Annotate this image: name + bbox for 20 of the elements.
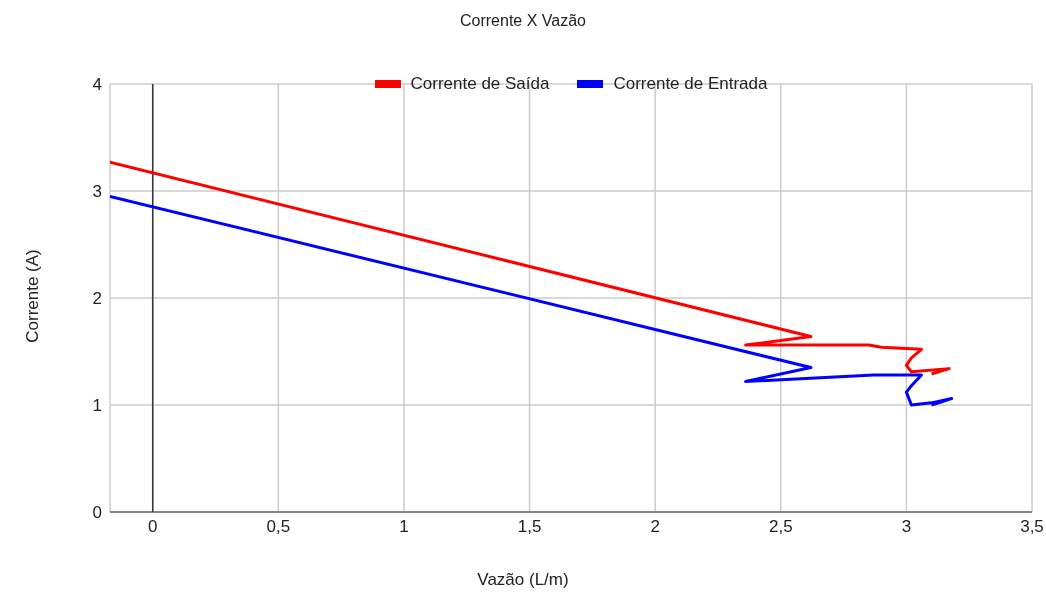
x-tick-label: 0,5 (266, 517, 291, 537)
x-tick-label: 2,5 (768, 517, 793, 537)
x-tick-label: 1 (399, 517, 409, 537)
legend-label: Corrente de Saída (410, 74, 550, 94)
y-tick-label: 3 (92, 182, 102, 202)
line-series (110, 194, 954, 407)
x-tick-label: 2 (650, 517, 660, 537)
y-tick-label: 1 (92, 396, 102, 416)
x-tick-label: 0 (147, 517, 158, 537)
y-tick-label: 2 (92, 289, 102, 309)
x-tick-label: 3,5 (1020, 517, 1044, 537)
y-tick-label: 4 (92, 75, 102, 95)
y-axis-title: Corrente (A) (23, 249, 43, 343)
y-tick-label: 0 (92, 503, 102, 523)
line-series (110, 160, 951, 376)
x-tick-label: 1,5 (517, 517, 542, 537)
legend-label: Corrente de Entrada (613, 74, 768, 94)
chart-title: Corrente X Vazão (459, 12, 587, 30)
x-tick-label: 3 (901, 517, 912, 537)
x-axis-title: Vazão (L/m) (476, 570, 570, 590)
